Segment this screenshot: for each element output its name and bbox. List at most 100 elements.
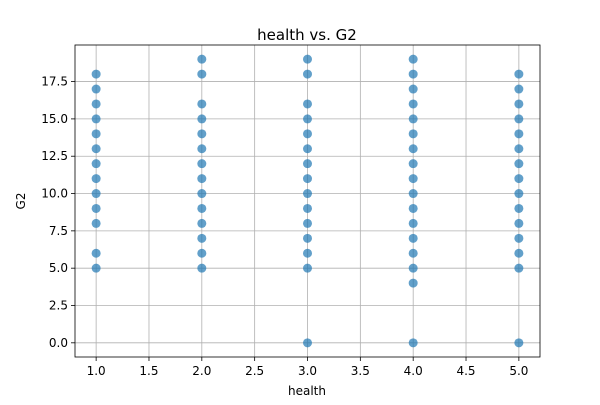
- data-point: [303, 218, 312, 228]
- data-point: [408, 129, 418, 139]
- data-point: [408, 278, 418, 288]
- data-point: [197, 233, 207, 243]
- data-point: [408, 233, 418, 243]
- grid: [75, 45, 540, 357]
- y-tick-label: 0.0: [49, 336, 68, 350]
- x-tick-label: 2.5: [245, 364, 264, 378]
- data-point: [91, 144, 101, 154]
- y-tick-label: 17.5: [41, 75, 68, 89]
- data-point: [91, 174, 101, 184]
- data-point: [197, 144, 207, 154]
- data-point: [197, 129, 207, 139]
- data-point: [197, 174, 207, 184]
- data-point: [303, 233, 312, 243]
- data-point: [408, 203, 418, 213]
- data-point: [197, 218, 207, 228]
- x-tick-label: 4.0: [404, 364, 423, 378]
- data-point: [408, 248, 418, 258]
- data-point: [303, 248, 312, 258]
- data-point: [514, 338, 524, 348]
- data-point: [514, 84, 524, 94]
- x-axis: 1.0 1.5 2.0 2.5 3.0 3.5 4.0 4.5 5.0: [87, 357, 528, 378]
- y-tick-label: 7.5: [49, 224, 68, 238]
- y-axis: 0.0 2.5 5.0 7.5 10.0 12.5 15.0 17.5: [41, 75, 75, 350]
- data-point: [408, 218, 418, 228]
- chart-title: health vs. G2: [257, 26, 357, 44]
- x-axis-label: health: [288, 384, 326, 398]
- x-tick-label: 5.0: [509, 364, 528, 378]
- data-point: [91, 248, 101, 258]
- data-point: [91, 84, 101, 94]
- data-point: [91, 69, 101, 79]
- data-point: [514, 218, 524, 228]
- data-point: [514, 99, 524, 109]
- data-point: [514, 248, 524, 258]
- data-point: [91, 129, 101, 139]
- data-point: [408, 338, 418, 348]
- data-point: [303, 159, 312, 169]
- data-point: [91, 203, 101, 213]
- data-point: [303, 129, 312, 139]
- data-point: [197, 114, 207, 124]
- x-tick-label: 1.0: [87, 364, 106, 378]
- data-point: [408, 263, 418, 273]
- data-point: [514, 129, 524, 139]
- data-point: [514, 233, 524, 243]
- data-point: [303, 189, 312, 199]
- data-point: [408, 99, 418, 109]
- y-tick-label: 12.5: [41, 149, 68, 163]
- data-point: [303, 144, 312, 154]
- data-point: [514, 159, 524, 169]
- data-point: [408, 114, 418, 124]
- y-tick-label: 15.0: [41, 112, 68, 126]
- data-point: [514, 203, 524, 213]
- y-tick-label: 2.5: [49, 298, 68, 312]
- data-point: [514, 189, 524, 199]
- data-point: [303, 174, 312, 184]
- data-point: [303, 114, 312, 124]
- data-points: [91, 54, 524, 348]
- data-point: [197, 203, 207, 213]
- data-point: [197, 263, 207, 273]
- data-point: [514, 144, 524, 154]
- x-tick-label: 2.0: [192, 364, 211, 378]
- data-point: [197, 99, 207, 109]
- data-point: [197, 248, 207, 258]
- data-point: [408, 54, 418, 64]
- data-point: [408, 144, 418, 154]
- data-point: [514, 114, 524, 124]
- data-point: [408, 69, 418, 79]
- data-point: [303, 99, 312, 109]
- data-point: [197, 69, 207, 79]
- data-point: [91, 218, 101, 228]
- data-point: [303, 69, 312, 79]
- data-point: [408, 174, 418, 184]
- data-point: [408, 189, 418, 199]
- data-point: [514, 69, 524, 79]
- data-point: [303, 338, 312, 348]
- x-tick-label: 4.5: [456, 364, 475, 378]
- data-point: [303, 263, 312, 273]
- y-tick-label: 10.0: [41, 187, 68, 201]
- data-point: [91, 263, 101, 273]
- data-point: [91, 99, 101, 109]
- data-point: [197, 189, 207, 199]
- x-tick-label: 1.5: [139, 364, 158, 378]
- data-point: [197, 159, 207, 169]
- data-point: [514, 174, 524, 184]
- data-point: [91, 114, 101, 124]
- data-point: [408, 159, 418, 169]
- data-point: [303, 203, 312, 213]
- y-axis-label: G2: [14, 193, 28, 210]
- data-point: [303, 54, 312, 64]
- x-tick-label: 3.0: [298, 364, 317, 378]
- data-point: [408, 84, 418, 94]
- data-point: [91, 189, 101, 199]
- data-point: [197, 54, 207, 64]
- y-tick-label: 5.0: [49, 261, 68, 275]
- data-point: [91, 159, 101, 169]
- data-point: [514, 263, 524, 273]
- x-tick-label: 3.5: [351, 364, 370, 378]
